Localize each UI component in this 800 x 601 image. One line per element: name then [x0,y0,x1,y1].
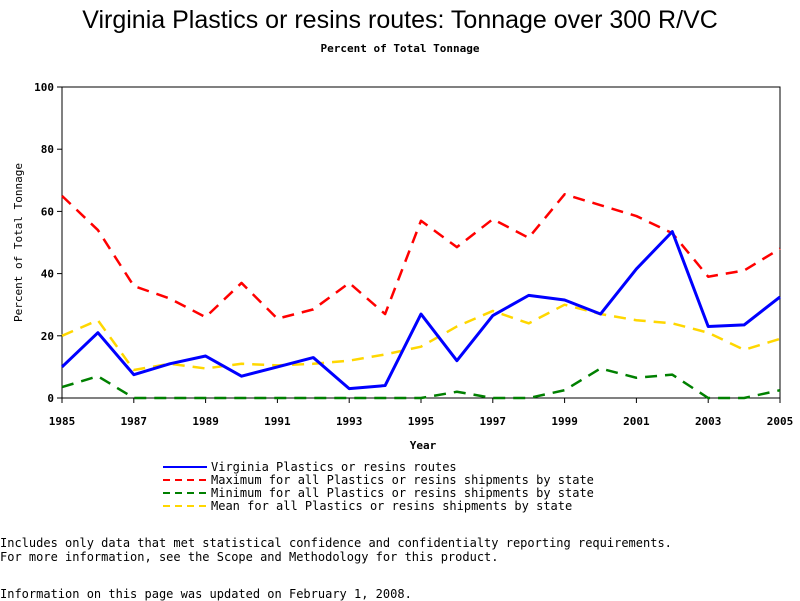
y-tick-label-1: 20 [41,330,54,343]
update-notice: Information on this page was updated on … [0,587,412,601]
y-tick-label-3: 60 [41,205,54,218]
x-tick-label-8: 2001 [623,415,650,428]
y-tick-label-0: 0 [47,392,54,405]
series-line-2 [61,367,781,400]
legend-swatch-0 [163,466,207,468]
x-tick-label-6: 1997 [480,415,507,428]
legend-label-2: Minimum for all Plastics or resins shipm… [211,486,594,500]
legend-label-0: Virginia Plastics or resins routes [211,460,457,474]
legend-label-3: Mean for all Plastics or resins shipment… [211,499,573,513]
plot-frame [61,86,781,399]
y-tick-label-4: 80 [41,143,54,156]
x-tick-label-5: 1995 [408,415,435,428]
y-axis-label: Percent of Total Tonnage [12,163,25,322]
footnote-methodology: For more information, see the Scope and … [0,550,499,564]
legend-swatch-2 [163,492,207,494]
legend-label-1: Maximum for all Plastics or resins shipm… [211,473,594,487]
series-line-3 [61,303,781,372]
y-tick-label-5: 100 [34,81,54,94]
footnotes: Includes only data that met statistical … [0,536,672,564]
x-tick-label-9: 2003 [695,415,722,428]
x-tick-label-7: 1999 [551,415,578,428]
x-axis-label: Year [410,439,437,452]
series-line-1 [61,193,781,320]
series-line-0 [60,230,781,391]
y-tick-label-2: 40 [41,268,54,281]
x-tick-label-2: 1989 [192,415,219,428]
x-tick-label-10: 2005 [767,415,794,428]
x-tick-label-4: 1993 [336,415,363,428]
legend-swatch-3 [163,505,207,507]
chart-title: Virginia Plastics or resins routes: Tonn… [82,6,718,34]
footnote-confidentiality: Includes only data that met statistical … [0,536,672,550]
line-chart: 0 20 40 60 80 100 1985 1987 1989 1991 1993 1995 1997… [12,81,794,452]
x-tick-label-0: 1985 [49,415,76,428]
x-tick-label-3: 1991 [264,415,291,428]
legend-swatch-1 [163,479,207,481]
chart-subtitle: Percent of Total Tonnage [320,42,480,55]
x-tick-label-1: 1987 [121,415,148,428]
